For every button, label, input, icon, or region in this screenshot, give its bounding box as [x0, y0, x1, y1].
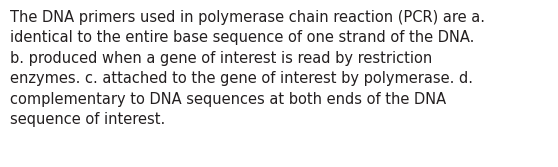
Text: The DNA primers used in polymerase chain reaction (PCR) are a.
identical to the : The DNA primers used in polymerase chain… — [10, 10, 485, 127]
